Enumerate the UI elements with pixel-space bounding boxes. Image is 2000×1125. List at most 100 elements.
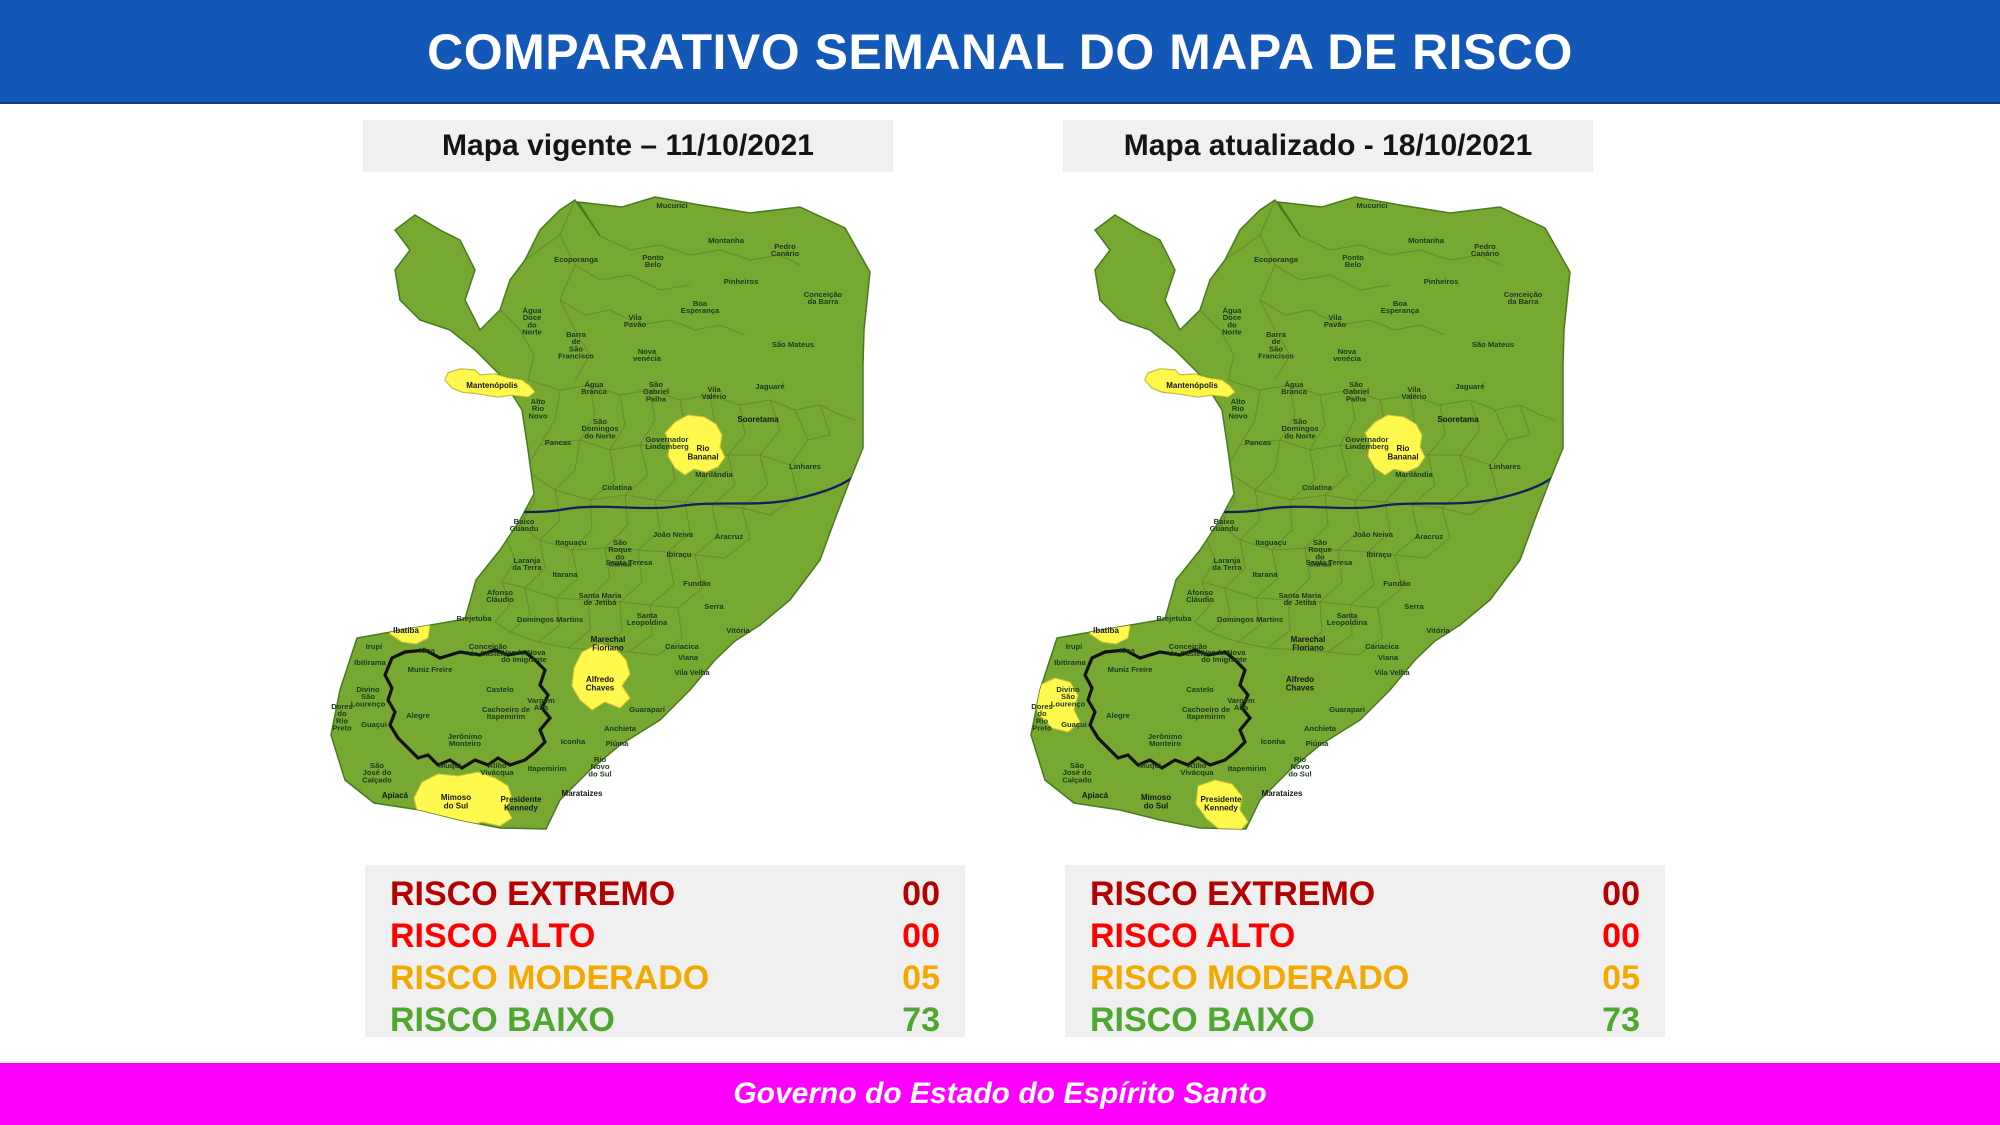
svg-text:Vila Velha: Vila Velha bbox=[674, 668, 710, 677]
svg-text:Muniz Freire: Muniz Freire bbox=[408, 665, 453, 674]
svg-text:Piúma: Piúma bbox=[606, 739, 630, 748]
svg-text:Itapemirim: Itapemirim bbox=[528, 764, 567, 773]
svg-text:Domingos Martins: Domingos Martins bbox=[517, 615, 583, 624]
svg-text:Cariacica: Cariacica bbox=[1365, 642, 1400, 651]
svg-text:Conceiçãoda Barra: Conceição da Barra bbox=[804, 290, 843, 306]
svg-text:Itaguaçu: Itaguaçu bbox=[1255, 538, 1287, 547]
svg-text:Santa Teresa: Santa Teresa bbox=[606, 558, 653, 567]
svg-text:Muniz Freire: Muniz Freire bbox=[1108, 665, 1153, 674]
svg-text:Ibitirama: Ibitirama bbox=[354, 658, 386, 667]
svg-text:Guaçui: Guaçui bbox=[1061, 720, 1087, 729]
svg-text:Apiacá: Apiacá bbox=[382, 791, 409, 800]
svg-text:Marilândia: Marilândia bbox=[695, 470, 733, 479]
svg-text:Vitória: Vitória bbox=[1426, 626, 1450, 635]
svg-text:Viana: Viana bbox=[678, 653, 699, 662]
svg-text:Cariacica: Cariacica bbox=[665, 642, 700, 651]
svg-text:Ecoporanga: Ecoporanga bbox=[1254, 255, 1299, 264]
svg-text:MarechalFloriano: Marechal Floriano bbox=[591, 635, 626, 652]
svg-text:Montanha: Montanha bbox=[1408, 236, 1445, 245]
svg-text:Iúna: Iúna bbox=[419, 646, 435, 655]
svg-text:Fundão: Fundão bbox=[683, 579, 711, 588]
svg-text:Iúna: Iúna bbox=[1119, 646, 1135, 655]
svg-text:Muqui: Muqui bbox=[439, 761, 461, 770]
svg-text:Jaguaré: Jaguaré bbox=[1455, 382, 1484, 391]
svg-text:Sooretama: Sooretama bbox=[737, 415, 779, 424]
svg-text:Itapemirim: Itapemirim bbox=[1228, 764, 1267, 773]
svg-text:Mantenópolis: Mantenópolis bbox=[466, 381, 518, 390]
svg-text:Pancas: Pancas bbox=[545, 438, 572, 447]
svg-text:Jaguaré: Jaguaré bbox=[755, 382, 784, 391]
svg-text:Castelo: Castelo bbox=[486, 685, 514, 694]
svg-text:Vila Velha: Vila Velha bbox=[1374, 668, 1410, 677]
svg-text:Santa Teresa: Santa Teresa bbox=[1306, 558, 1353, 567]
svg-text:João Neiva: João Neiva bbox=[1353, 530, 1394, 539]
svg-text:Ecoporanga: Ecoporanga bbox=[554, 255, 599, 264]
svg-text:Serra: Serra bbox=[704, 602, 724, 611]
svg-text:Guarapari: Guarapari bbox=[1329, 705, 1365, 714]
svg-text:GovernadorLindemberg: Governador Lindemberg bbox=[645, 435, 689, 451]
svg-text:Apiacá: Apiacá bbox=[1082, 791, 1109, 800]
svg-text:Mucurici: Mucurici bbox=[656, 201, 687, 210]
svg-text:Sooretama: Sooretama bbox=[1437, 415, 1479, 424]
svg-text:Aracruz: Aracruz bbox=[1415, 532, 1443, 541]
svg-text:Ibatiba: Ibatiba bbox=[1093, 626, 1119, 635]
svg-text:Itaguaçu: Itaguaçu bbox=[555, 538, 587, 547]
svg-text:Domingos Martins: Domingos Martins bbox=[1217, 615, 1283, 624]
svg-text:Fundão: Fundão bbox=[1383, 579, 1411, 588]
svg-text:Marataizes: Marataizes bbox=[562, 789, 603, 798]
svg-text:Montanha: Montanha bbox=[708, 236, 745, 245]
svg-text:Iconha: Iconha bbox=[1261, 737, 1286, 746]
svg-text:Brejetuba: Brejetuba bbox=[1156, 614, 1192, 623]
svg-text:Pancas: Pancas bbox=[1245, 438, 1272, 447]
svg-text:PontoBelo: Ponto Belo bbox=[642, 253, 664, 269]
svg-text:Muqui: Muqui bbox=[1139, 761, 1161, 770]
svg-text:Castelo: Castelo bbox=[1186, 685, 1214, 694]
svg-text:Linhares: Linhares bbox=[1489, 462, 1521, 471]
svg-text:Marataizes: Marataizes bbox=[1262, 789, 1303, 798]
svg-text:Piúma: Piúma bbox=[1306, 739, 1330, 748]
svg-text:Itarana: Itarana bbox=[1253, 570, 1279, 579]
svg-text:Ibiraçu: Ibiraçu bbox=[667, 550, 692, 559]
svg-text:PresidenteKennedy: Presidente Kennedy bbox=[501, 795, 542, 812]
svg-text:Ibiraçu: Ibiraçu bbox=[1367, 550, 1392, 559]
svg-text:Serra: Serra bbox=[1404, 602, 1424, 611]
svg-text:Colatina: Colatina bbox=[1302, 483, 1333, 492]
svg-text:São Mateus: São Mateus bbox=[1472, 340, 1514, 349]
svg-text:Pinheiros: Pinheiros bbox=[1424, 277, 1459, 286]
svg-text:Mantenópolis: Mantenópolis bbox=[1166, 381, 1218, 390]
svg-text:Itarana: Itarana bbox=[553, 570, 579, 579]
svg-text:Colatina: Colatina bbox=[602, 483, 633, 492]
svg-text:Cachoeiro deItapemirim: Cachoeiro de Itapemirim bbox=[482, 705, 530, 721]
svg-text:Guaçui: Guaçui bbox=[361, 720, 387, 729]
svg-text:Brejetuba: Brejetuba bbox=[456, 614, 492, 623]
svg-text:João Neiva: João Neiva bbox=[653, 530, 694, 539]
svg-text:Guarapari: Guarapari bbox=[629, 705, 665, 714]
svg-text:Anchieta: Anchieta bbox=[1304, 724, 1337, 733]
svg-text:Viana: Viana bbox=[1378, 653, 1399, 662]
svg-text:PedroCanário: Pedro Canário bbox=[1471, 242, 1500, 258]
svg-text:Alegre: Alegre bbox=[1106, 711, 1130, 720]
svg-text:Anchieta: Anchieta bbox=[604, 724, 637, 733]
svg-text:ÁguaDocedoNorte: Água Doce do Norte bbox=[1222, 306, 1242, 337]
svg-text:Linhares: Linhares bbox=[789, 462, 821, 471]
svg-text:Marilândia: Marilândia bbox=[1395, 470, 1433, 479]
svg-text:Aracruz: Aracruz bbox=[715, 532, 743, 541]
svg-text:Iconha: Iconha bbox=[561, 737, 586, 746]
svg-text:Alegre: Alegre bbox=[406, 711, 430, 720]
